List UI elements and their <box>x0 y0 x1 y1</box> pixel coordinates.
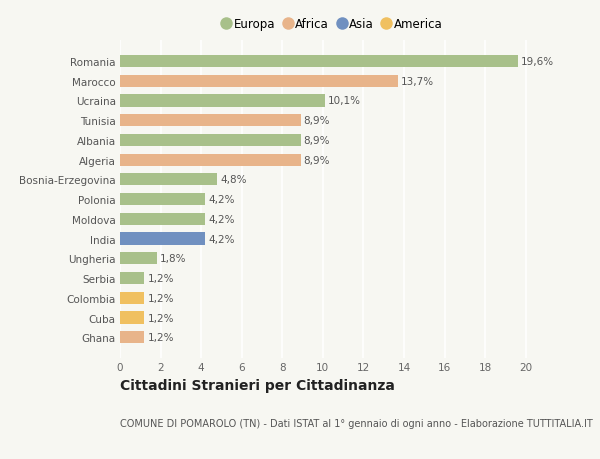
Bar <box>120 154 301 166</box>
Text: Cittadini Stranieri per Cittadinanza: Cittadini Stranieri per Cittadinanza <box>120 379 395 392</box>
Text: 8,9%: 8,9% <box>304 135 330 146</box>
Bar <box>120 194 205 206</box>
Text: 4,2%: 4,2% <box>208 195 235 205</box>
Bar <box>120 312 145 324</box>
Text: 8,9%: 8,9% <box>304 155 330 165</box>
Text: 8,9%: 8,9% <box>304 116 330 126</box>
Bar <box>120 115 301 127</box>
Text: 1,2%: 1,2% <box>148 313 174 323</box>
Text: COMUNE DI POMAROLO (TN) - Dati ISTAT al 1° gennaio di ogni anno - Elaborazione T: COMUNE DI POMAROLO (TN) - Dati ISTAT al … <box>120 418 593 428</box>
Text: 1,2%: 1,2% <box>148 274 174 283</box>
Text: 1,2%: 1,2% <box>148 332 174 342</box>
Bar <box>120 95 325 107</box>
Text: 4,8%: 4,8% <box>220 175 247 185</box>
Text: 10,1%: 10,1% <box>328 96 361 106</box>
Text: 4,2%: 4,2% <box>208 214 235 224</box>
Text: 13,7%: 13,7% <box>401 77 434 86</box>
Bar <box>120 272 145 285</box>
Bar <box>120 213 205 225</box>
Text: 19,6%: 19,6% <box>521 57 554 67</box>
Text: 1,8%: 1,8% <box>160 254 186 264</box>
Legend: Europa, Africa, Asia, America: Europa, Africa, Asia, America <box>221 16 445 33</box>
Text: 4,2%: 4,2% <box>208 234 235 244</box>
Bar <box>120 233 205 245</box>
Bar <box>120 252 157 265</box>
Bar <box>120 56 518 68</box>
Bar <box>120 292 145 304</box>
Text: 1,2%: 1,2% <box>148 293 174 303</box>
Bar <box>120 134 301 147</box>
Bar <box>120 75 398 88</box>
Bar <box>120 331 145 344</box>
Bar <box>120 174 217 186</box>
